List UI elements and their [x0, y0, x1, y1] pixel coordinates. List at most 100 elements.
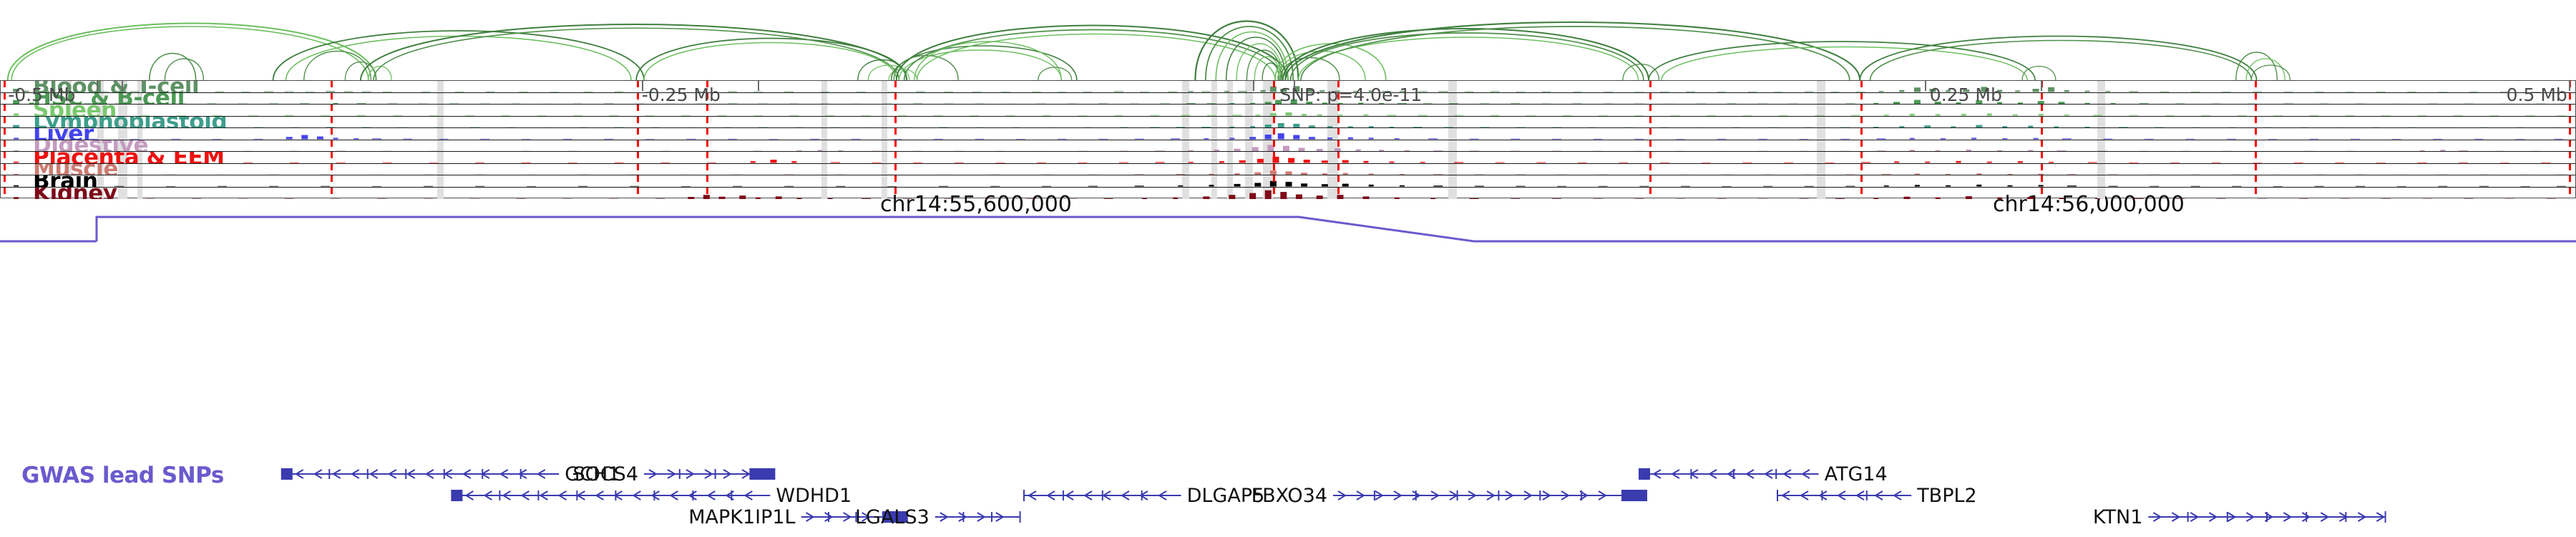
signal-bar — [2175, 103, 2185, 104]
signal-bar — [1303, 160, 1310, 163]
highlight-column — [97, 152, 104, 163]
strand-chevron — [1781, 490, 1790, 500]
signal-bar — [14, 196, 19, 199]
signal-bar — [733, 185, 743, 187]
snp-marker-line — [1337, 128, 1340, 140]
signal-bar — [2283, 103, 2293, 104]
signal-bar — [2391, 103, 2401, 104]
gene-annotation-track[interactable]: GCH1 SOCS4 ATG14 WDHD1 DLGAP5 FBXO34 TBPL2 MAPK… — [0, 451, 2576, 537]
highlight-column — [1448, 128, 1458, 140]
signal-bar — [990, 174, 1000, 175]
gene-model[interactable]: ATG14 — [1639, 463, 1888, 485]
signal-bar — [2273, 185, 2283, 187]
snp-marker-line — [637, 116, 640, 127]
highlight-column — [2097, 92, 2106, 104]
signal-bar — [14, 150, 19, 151]
snp-marker-line — [706, 140, 709, 151]
signal-bar — [336, 150, 346, 151]
signal-track-row[interactable]: Brain — [1, 175, 2575, 188]
strand-chevron — [2245, 512, 2255, 522]
highlight-column — [1181, 105, 1190, 116]
signal-track-row[interactable]: Muscle — [1, 163, 2575, 175]
signal-bar — [887, 185, 897, 187]
gene-model[interactable]: GCH1 — [280, 463, 620, 485]
signal-bar — [1717, 198, 1727, 199]
gene-model[interactable]: MAPK1IP1L — [688, 506, 908, 528]
snp-marker-line — [1649, 128, 1652, 140]
signal-bar — [2396, 174, 2406, 175]
signal-bar — [1103, 198, 1113, 199]
signal-bar — [1757, 150, 1767, 151]
loop-arc — [272, 30, 645, 80]
highlight-column — [117, 92, 127, 104]
signal-track-row[interactable]: Kidney — [1, 187, 2575, 199]
snp-marker-line — [1860, 175, 1863, 187]
highlight-column — [97, 128, 104, 140]
snp-marker-line — [637, 92, 640, 104]
axis-tickmark — [1925, 81, 1927, 91]
strand-chevron — [995, 512, 1005, 522]
loop-arc — [2021, 65, 2057, 80]
highlight-column — [66, 163, 72, 175]
highlight-column — [1226, 92, 1234, 104]
signal-bar — [2559, 150, 2569, 151]
signal-track-row[interactable]: Placenta & EEM — [1, 152, 2575, 164]
highlight-column — [97, 163, 104, 175]
snp-marker-line — [1649, 81, 1652, 92]
epigenome-signal-track-stack[interactable]: Blood & T-cellHSC & B-cellSpleenLymphobl… — [0, 80, 2576, 199]
highlight-column — [66, 175, 72, 187]
gene-terminal-exon — [749, 468, 776, 480]
signal-track-row[interactable]: Digestive — [1, 140, 2575, 152]
signal-track-row[interactable]: Spleen — [1, 105, 2575, 117]
gene-model[interactable]: FBXO34 — [1252, 485, 1647, 507]
highlight-column — [2097, 175, 2106, 187]
signal-bar — [14, 173, 19, 175]
signal-bar — [1876, 150, 1886, 151]
gene-model[interactable]: SOCS4 — [572, 463, 776, 485]
signal-bar — [567, 150, 577, 151]
signal-track-row[interactable]: Lymphoblastoid — [1, 116, 2575, 128]
signal-bar — [166, 185, 176, 187]
gene-model[interactable]: DLGAP5 — [1023, 485, 1264, 507]
highlight-column — [882, 81, 888, 92]
signal-bar — [1204, 138, 1209, 140]
gene-model[interactable]: TBPL2 — [1777, 485, 1977, 507]
signal-bar — [83, 102, 93, 104]
strand-chevron — [520, 490, 530, 500]
signal-bar — [1327, 125, 1333, 127]
highlight-column — [1263, 152, 1274, 163]
highlight-column — [882, 140, 888, 151]
strand-chevron — [2376, 512, 2386, 522]
snp-marker-line — [1337, 140, 1340, 151]
signal-bar — [758, 103, 769, 104]
snp-marker-line — [2041, 128, 2044, 140]
signal-bar — [939, 174, 949, 175]
highlight-column — [1327, 116, 1339, 127]
signal-bar — [1474, 185, 1484, 187]
signal-bar — [1562, 115, 1572, 116]
signal-track-row[interactable]: Liver — [1, 128, 2575, 140]
signal-bar — [2304, 150, 2314, 151]
snp-marker-line — [3, 128, 6, 140]
loop-arc — [1204, 26, 1294, 80]
highlight-column — [117, 116, 127, 127]
signal-bar — [1293, 123, 1300, 127]
gene-model[interactable]: KTN1 — [2093, 506, 2386, 528]
signal-bar — [1845, 185, 1855, 187]
highlight-column — [1244, 81, 1253, 92]
signal-bar — [2049, 162, 2054, 163]
signal-bar — [665, 103, 675, 104]
signal-bar — [775, 195, 782, 199]
gene-model[interactable]: LGALS3 — [855, 506, 1021, 528]
snp-marker-line — [706, 81, 709, 92]
gene-model[interactable]: WDHD1 — [451, 485, 852, 507]
strand-chevron — [1801, 469, 1810, 479]
loop-arc — [893, 54, 959, 80]
signal-bar — [2062, 138, 2072, 140]
signal-bar — [469, 198, 479, 199]
signal-bar — [140, 115, 150, 116]
signal-bar — [57, 150, 67, 151]
strand-chevron — [667, 469, 676, 479]
signal-bar — [372, 174, 382, 175]
